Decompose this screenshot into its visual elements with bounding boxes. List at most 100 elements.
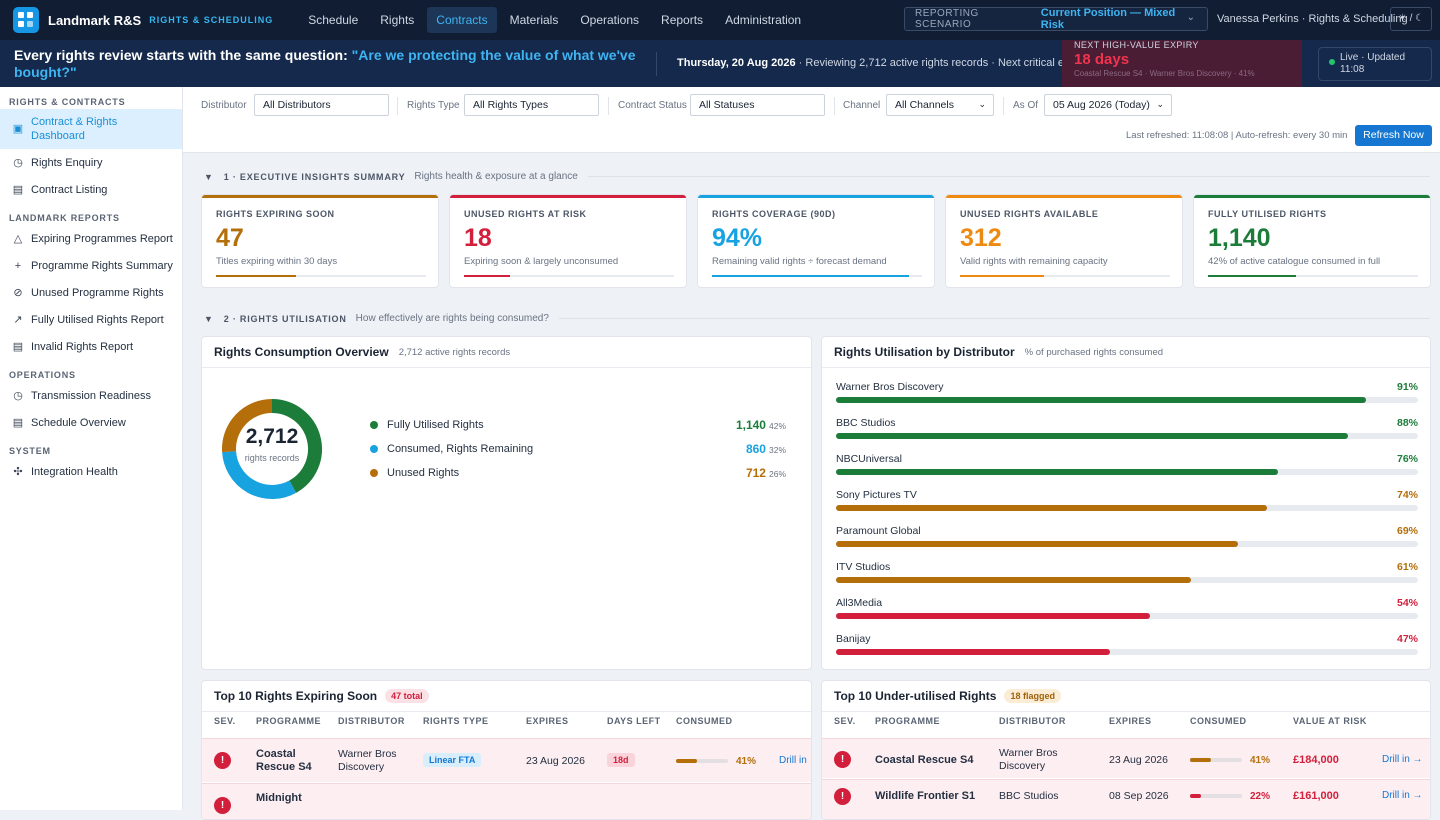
sidebar-section-title: SYSTEM	[9, 446, 51, 456]
channel-filter[interactable]: All Channels ⌄	[886, 94, 994, 116]
sidebar-item-unused-programme-rights[interactable]: ⊘ Unused Programme Rights	[0, 279, 182, 306]
kpi-progress-bar	[464, 275, 674, 277]
column-header[interactable]: SEV.	[834, 716, 856, 726]
distributor-filter-label: Distributor	[201, 100, 247, 111]
kpi-card[interactable]: RIGHTS COVERAGE (90D) 94% Remaining valid …	[697, 194, 935, 288]
distributor-bar-row[interactable]: Paramount Global 69%	[836, 525, 1418, 547]
kpi-label: FULLY UTILISED RIGHTS	[1208, 209, 1327, 219]
theme-toggle-button[interactable]: ☀ / ☾	[1390, 7, 1432, 31]
legend-value: 1,140 42%	[735, 418, 786, 432]
legend-item: Consumed, Rights Remaining 860 32%	[370, 442, 800, 456]
distributor-percent: 61%	[1396, 561, 1418, 573]
drill-in-link[interactable]: Drill in →	[1382, 790, 1423, 801]
column-header[interactable]: PROGRAMME	[256, 716, 321, 726]
distributor-bar-row[interactable]: Banijay 47%	[836, 633, 1418, 655]
sidebar-item-integration-health[interactable]: ✣ Integration Health	[0, 458, 182, 485]
status-filter[interactable]: All Statuses	[690, 94, 825, 116]
column-header[interactable]: EXPIRES	[526, 716, 569, 726]
next-expiry-card[interactable]: NEXT HIGH-VALUE EXPIRY 18 days Coastal R…	[1062, 40, 1302, 87]
nav-contracts[interactable]: Contracts	[427, 7, 497, 33]
distributor-bar-row[interactable]: Warner Bros Discovery 91%	[836, 381, 1418, 403]
donut-slice[interactable]	[222, 450, 297, 499]
kpi-accent	[1194, 195, 1430, 198]
distributor-bar-track	[836, 505, 1418, 511]
reporting-scenario-select[interactable]: REPORTING SCENARIO Current Position — Mi…	[904, 7, 1208, 31]
distributor-percent: 47%	[1396, 633, 1418, 645]
distributor-bar-row[interactable]: ITV Studios 61%	[836, 561, 1418, 583]
legend-label: Unused Rights	[387, 467, 460, 479]
legend-label: Fully Utilised Rights	[387, 419, 484, 431]
drill-in-link[interactable]: Drill in →	[779, 755, 809, 766]
kpi-accent	[946, 195, 1182, 198]
nav-administration[interactable]: Administration	[725, 13, 802, 27]
nav-materials[interactable]: Materials	[509, 13, 559, 27]
sidebar-item-contract-rights-dashboard[interactable]: ▣ Contract & Rights Dashboard	[0, 109, 182, 149]
column-header[interactable]: RIGHTS TYPE	[423, 716, 489, 726]
kpi-subtext: 42% of active catalogue consumed in full	[1208, 256, 1381, 267]
table-row[interactable]: ! Coastal Rescue S4 Warner Bros Discovery 2…	[822, 738, 1430, 778]
sidebar-item-invalid-rights-report[interactable]: ▤ Invalid Rights Report	[0, 333, 182, 360]
column-header[interactable]: VALUE AT RISK	[1293, 716, 1367, 726]
distributor-percent: 54%	[1396, 597, 1418, 609]
sidebar-item-label: Contract & Rights Dashboard	[31, 116, 118, 142]
brand-name: Landmark R&S	[48, 12, 142, 28]
donut-slice[interactable]	[222, 399, 273, 453]
distributor-bar-row[interactable]: BBC Studios 88%	[836, 417, 1418, 439]
distributor-percent: 74%	[1396, 489, 1418, 501]
donut-slice[interactable]	[271, 399, 322, 493]
user-menu[interactable]: Vanessa Perkins · Rights & Scheduling	[1217, 13, 1408, 25]
kpi-card[interactable]: FULLY UTILISED RIGHTS 1,140 42% of active …	[1193, 194, 1431, 288]
utilisation-by-distributor-panel: Rights Utilisation by Distributor% of pu…	[821, 336, 1431, 670]
column-header[interactable]: DAYS LEFT	[607, 716, 661, 726]
distributor-bar-track	[836, 469, 1418, 475]
column-header[interactable]: DISTRIBUTOR	[999, 716, 1066, 726]
sidebar-item-programme-rights-summary[interactable]: + Programme Rights Summary	[0, 252, 182, 279]
distributor-bar-track	[836, 433, 1418, 439]
refresh-now-button[interactable]: Refresh Now	[1355, 125, 1432, 146]
distributor-bar-row[interactable]: NBCUniversal 76%	[836, 453, 1418, 475]
distributor-bar-row[interactable]: Sony Pictures TV 74%	[836, 489, 1418, 511]
legend-value: 712 26%	[745, 466, 786, 480]
table-icon: ▤	[12, 341, 24, 353]
column-header[interactable]: DISTRIBUTOR	[338, 716, 405, 726]
sidebar-item-transmission-readiness[interactable]: ◷ Transmission Readiness	[0, 382, 182, 409]
sidebar-item-expiring-programmes-report[interactable]: △ Expiring Programmes Report	[0, 225, 182, 252]
scenario-value: Current Position — Mixed Risk	[1040, 7, 1176, 31]
kpi-progress-bar	[960, 275, 1170, 277]
filter-divider	[1003, 97, 1004, 115]
sidebar: RIGHTS & CONTRACTS ▣ Contract & Rights Das…	[0, 87, 183, 810]
sidebar-item-schedule-overview[interactable]: ▤ Schedule Overview	[0, 409, 182, 436]
section-header-utilisation[interactable]: ▼ 2 · RIGHTS UTILISATION How effectively a…	[204, 313, 1430, 324]
legend-item: Fully Utilised Rights 1,140 42%	[370, 418, 800, 432]
table-row[interactable]: ! Midnight	[202, 783, 811, 819]
sidebar-item-contract-listing[interactable]: ▤ Contract Listing	[0, 176, 182, 203]
sidebar-item-rights-enquiry[interactable]: ◷ Rights Enquiry	[0, 149, 182, 176]
as-of-date-select[interactable]: 05 Aug 2026 (Today) ⌄	[1044, 94, 1172, 116]
column-header[interactable]: EXPIRES	[1109, 716, 1152, 726]
distributor-bar-row[interactable]: All3Media 54%	[836, 597, 1418, 619]
nav-operations[interactable]: Operations	[580, 13, 640, 27]
distributor-bar	[836, 613, 1151, 619]
table-row[interactable]: ! Coastal Rescue S4 Warner Bros Discovery L…	[202, 738, 811, 782]
kpi-value: 18	[464, 224, 492, 252]
column-header[interactable]: PROGRAMME	[875, 716, 940, 726]
section-header-executive[interactable]: ▼ 1 · EXECUTIVE INSIGHTS SUMMARY Rights he…	[204, 171, 1430, 182]
nav-schedule[interactable]: Schedule	[308, 13, 359, 27]
distributor-name: All3Media	[836, 597, 883, 609]
distributor-name: BBC Studios	[999, 790, 1059, 802]
kpi-card[interactable]: UNUSED RIGHTS AT RISK 18 Expiring soon & l…	[449, 194, 687, 288]
kpi-card[interactable]: UNUSED RIGHTS AVAILABLE 312 Valid rights w…	[945, 194, 1183, 288]
rights-type-filter[interactable]: All Rights Types	[464, 94, 599, 116]
drill-in-link[interactable]: Drill in →	[1382, 754, 1423, 765]
column-header[interactable]: CONSUMED	[1190, 716, 1247, 726]
kpi-card[interactable]: RIGHTS EXPIRING SOON 47 Titles expiring wi…	[201, 194, 439, 288]
distributor-filter[interactable]: All Distributors	[254, 94, 389, 116]
column-header[interactable]: SEV.	[214, 716, 236, 726]
distributor-bar	[836, 397, 1366, 403]
sidebar-item-fully-utilised-rights-report[interactable]: ↗ Fully Utilised Rights Report	[0, 306, 182, 333]
nav-rights[interactable]: Rights	[380, 13, 415, 27]
table-row[interactable]: ! Wildlife Frontier S1 BBC Studios 08 Sep 2…	[822, 779, 1430, 819]
column-header[interactable]: CONSUMED	[676, 716, 733, 726]
nav-reports[interactable]: Reports	[661, 13, 704, 27]
app-logo-icon[interactable]	[13, 7, 39, 33]
